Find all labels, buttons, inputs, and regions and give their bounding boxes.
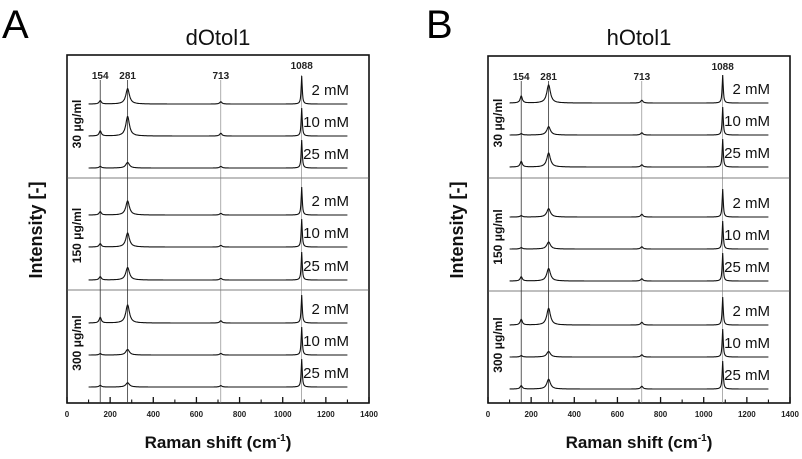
x-tick-label: 1400 [781,410,799,419]
peak-label: 281 [540,72,557,83]
x-tick-label: 0 [65,410,70,419]
spectrum-line [509,74,769,104]
peak-label: 1088 [712,62,735,73]
x-axis-title-close: ) [707,433,713,452]
spectrum-line [509,296,769,326]
x-axis-title-main: Raman shift (cm [145,433,277,452]
group-label: 150 μg/ml [70,208,84,263]
x-axis-title-sup: -1 [277,433,286,444]
spectrum-line [88,358,348,388]
x-tick-label: 200 [103,410,117,419]
x-tick-label: 200 [524,410,538,419]
x-tick-label: 1400 [360,410,378,419]
x-axis-title-main: Raman shift (cm [566,433,698,452]
x-axis-title-sup: -1 [698,433,707,444]
y-axis-title-a: Intensity [-] [26,182,46,279]
concentration-label: 2 mM [733,195,771,212]
panel-title-a: dOtol1 [186,25,251,50]
concentration-label: 25 mM [303,258,349,275]
concentration-label: 10 mM [724,335,770,352]
concentration-label: 25 mM [303,365,349,382]
concentration-label: 2 mM [733,81,771,98]
concentration-label: 10 mM [303,333,349,350]
x-tick-label: 1000 [274,410,292,419]
concentration-label: 10 mM [724,113,770,130]
peak-label: 713 [212,71,229,82]
plot-area-b: 154 281 713 1088 30 μg/ml 2 mM 10 mM 25 mM 150 μ… [486,55,799,419]
panel-b: B hOtol1 Intensity [-] Raman shift (cm-1… [426,3,799,452]
x-axis-title-a: Raman shift (cm-1) [145,433,292,452]
concentration-label: 10 mM [724,227,770,244]
x-tick-label: 0 [486,410,491,419]
panel-a: A dOtol1 Intensity [-] Raman shift (cm-1… [2,3,378,452]
group-label: 300 μg/ml [70,315,84,370]
spectrum-line [88,186,348,216]
spectrum-line [509,106,769,136]
spectrum-line [88,251,348,281]
spectrum-line [88,218,348,248]
x-tick-label: 400 [147,410,161,419]
x-axis-title-close: ) [286,433,292,452]
spectrum-line [88,75,348,105]
panel-title-b: hOtol1 [607,25,672,50]
concentration-label: 2 mM [312,193,350,210]
plot-area-a: 154 281 713 1088 30 μg/ml 2 mM 10 mM 25 mM 150 μ… [65,54,378,419]
spectrum-line [509,328,769,358]
concentration-label: 25 mM [303,146,349,163]
x-tick-label: 1000 [695,410,713,419]
x-tick-label: 400 [568,410,582,419]
spectrum-line [509,252,769,282]
x-tick-label: 600 [611,410,625,419]
spectrum-line [509,188,769,218]
panel-letter-a: A [2,3,29,47]
peak-label: 1088 [291,61,314,72]
spectrum-line [509,360,769,390]
concentration-label: 10 mM [303,225,349,242]
group-label: 150 μg/ml [491,209,505,264]
peak-label: 154 [92,71,109,82]
group-label: 30 μg/ml [70,100,84,149]
concentration-label: 2 mM [312,82,350,99]
spectrum-line [88,139,348,169]
spectrum-line [88,326,348,356]
x-tick-label: 1200 [317,410,335,419]
peak-label: 281 [119,71,136,82]
concentration-label: 25 mM [724,145,770,162]
group-label: 300 μg/ml [491,317,505,372]
x-axis-title-b: Raman shift (cm-1) [566,433,713,452]
spectrum-line [509,220,769,250]
spectrum-line [88,107,348,137]
x-tick-label: 1200 [738,410,756,419]
concentration-label: 10 mM [303,114,349,131]
spectrum-line [509,138,769,168]
concentration-label: 2 mM [312,301,350,318]
x-tick-label: 800 [654,410,668,419]
concentration-label: 25 mM [724,259,770,276]
peak-label: 154 [513,72,530,83]
x-tick-label: 600 [190,410,204,419]
x-tick-label: 800 [233,410,247,419]
concentration-label: 25 mM [724,367,770,384]
panel-letter-b: B [426,3,453,47]
group-label: 30 μg/ml [491,99,505,148]
y-axis-title-b: Intensity [-] [447,182,467,279]
concentration-label: 2 mM [733,303,771,320]
peak-label: 713 [633,72,650,83]
spectrum-line [88,294,348,324]
